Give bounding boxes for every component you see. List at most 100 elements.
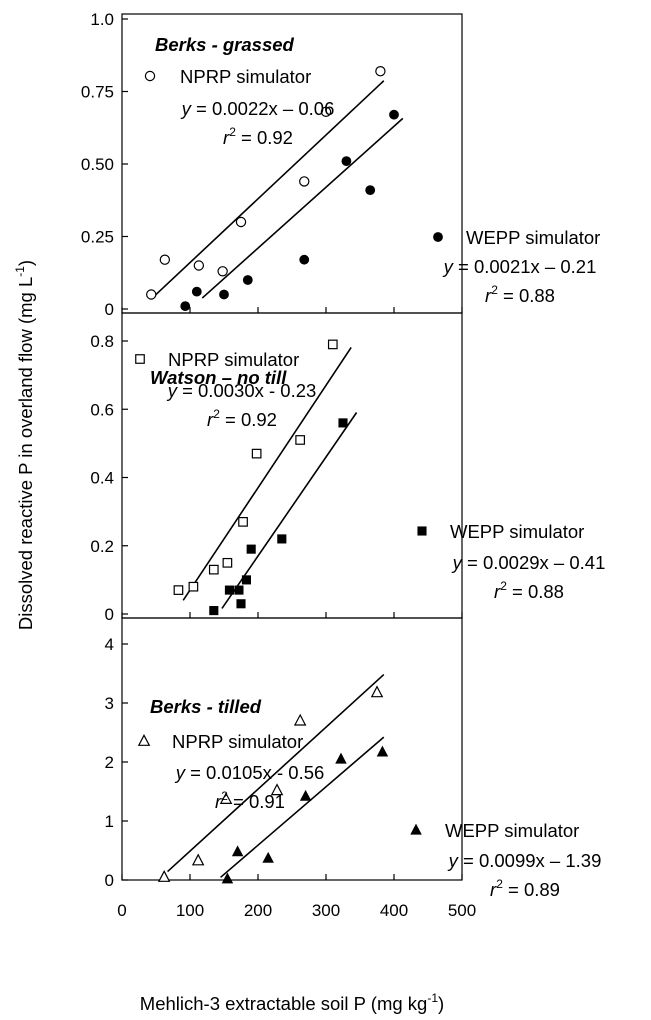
panel-1-series-1-r2-r: r [223, 127, 230, 148]
panel-1-series-1-point [193, 260, 205, 271]
panel-3-series-2-point [335, 752, 347, 764]
panel-3-series-1-point [270, 783, 284, 796]
panel-3-series-2-r2-value: = 0.89 [503, 879, 560, 900]
panel-2-series-2-equation-y: y [451, 552, 467, 573]
panel-1-frame [121, 13, 463, 314]
regression-lines [152, 80, 404, 878]
panel-2-series-2-point [338, 418, 348, 428]
panel-3-series-1-legend-marker [137, 734, 151, 746]
panel-1-series-1-point [146, 289, 157, 300]
panel-3-y-tick-label: 0 [105, 871, 114, 890]
panel-2-series-2-point [209, 606, 219, 616]
panel-1-series-2-point [191, 286, 202, 297]
panel-2-series-2-r2-sup: 2 [500, 579, 507, 593]
panel-3-series-2-point [231, 845, 244, 857]
panel-2-series-1-legend-marker [135, 354, 145, 364]
x-axis-label-main: Mehlich-3 extractable soil P (mg kg [140, 993, 428, 1014]
panel-2-series-1-equation-rhs: = 0.0030x - 0.23 [182, 380, 316, 401]
panel-2-series-2-point [246, 544, 256, 554]
panel-3-y-tick-label: 1 [105, 812, 114, 831]
panel-1-y-tick-label: 1.0 [90, 10, 114, 29]
x-axis-label: Mehlich-3 extractable soil P (mg kg-1) [140, 991, 444, 1014]
panel-3-y-tick-label: 2 [105, 753, 114, 772]
panel-2-series-1-r2: r2 = 0.92 [207, 407, 277, 430]
panel-2-series-2-r2-value: = 0.88 [507, 581, 564, 602]
panel-1-series-1-point [235, 216, 247, 228]
panel-2-title: Watson – no till [150, 367, 287, 388]
panel-1-series-2-equation-rhs: = 0.0021x – 0.21 [458, 256, 596, 277]
panel-2-series-1-point [251, 448, 262, 459]
panel-2-series-2-legend-label: WEPP simulator [450, 521, 584, 542]
x-tick-label: 100 [176, 901, 204, 920]
panel-2-series-2-equation-rhs: = 0.0029x – 0.41 [467, 552, 605, 573]
panel-3-series-2-legend-marker [410, 823, 422, 835]
panel-3-title: Berks - tilled [150, 696, 262, 717]
panel-3-series-1-r2-value: = 0.91 [228, 791, 285, 812]
panel-1-series-2-point [365, 185, 376, 195]
x-tick-label: 500 [448, 901, 476, 920]
panel-2-series-2-r2: r2 = 0.88 [494, 579, 564, 602]
panel-3-y-tick-label: 3 [105, 694, 114, 713]
panel-2-series-1-point [208, 564, 219, 575]
panel-1-series-1-point [375, 65, 386, 77]
panel-2-series-1-point [295, 435, 306, 445]
panel-1-series-1-point [299, 176, 310, 187]
panel-1-series-2-r2-value: = 0.88 [498, 285, 555, 306]
panel-2-series-1-r2-r: r [207, 409, 214, 430]
panel-2-series-2-point [277, 534, 287, 544]
panel-3-series-1-equation-rhs: = 0.0105x - 0.56 [190, 762, 324, 783]
panel-2-series-1-point [188, 581, 199, 592]
panel-3-series-1-r2-r: r [215, 791, 222, 812]
panel-2-series-1-point [173, 585, 184, 595]
x-tick-label: 400 [380, 901, 408, 920]
panel-1-series-1-equation: y = 0.0022x – 0.06 [180, 98, 335, 119]
y-axis-label-end: ) [15, 260, 36, 266]
panel-3-series-2-r2: r2 = 0.89 [490, 877, 560, 900]
panel-1-series-1-r2: r2 = 0.92 [223, 125, 293, 148]
panel-3-series-2-legend-label: WEPP simulator [445, 820, 579, 841]
panel-1-series-2-point [389, 109, 399, 120]
panel-3-series-1-point [191, 853, 205, 866]
x-tick-label: 200 [244, 901, 272, 920]
panel-3-series-1-point [370, 685, 384, 698]
panel-2-y-tick-label: 0.8 [90, 332, 114, 351]
panel-2-series-2-equation: y = 0.0029x – 0.41 [451, 552, 606, 573]
panel-3-series-2-r2-sup: 2 [496, 877, 503, 891]
panel-3-series-2-point [262, 851, 274, 863]
panel-1-y-tick-label: 0.75 [81, 83, 114, 102]
panel-2-series-2-point [236, 599, 246, 609]
panel-1-series-2-point [219, 289, 229, 300]
panel-1-series-2-point [299, 254, 310, 265]
panel-1-series-1-regression-line [152, 80, 385, 299]
panel-3-series-2-equation-y: y [447, 850, 463, 871]
x-tick-label: 0 [117, 901, 126, 920]
panel-3-series-1-r2: r2 = 0.91 [215, 789, 285, 812]
panel-2-series-1-point [238, 517, 248, 527]
panel-2-series-1-r2-sup: 2 [213, 407, 220, 421]
panel-1-series-2-equation: y = 0.0021x – 0.21 [442, 256, 597, 277]
panel-1-series-2-equation-y: y [442, 256, 458, 277]
panel-2-y-tick-label: 0 [105, 605, 114, 624]
panel-2-series-1-r2-value: = 0.92 [220, 409, 277, 430]
panel-1-series-1-point [159, 254, 171, 265]
annotations: Berks - grassed NPRP simulator y = 0.0022x… [13, 34, 605, 1014]
panel-1-series-1-r2-value: = 0.92 [236, 127, 293, 148]
panel-2-series-2-legend-marker [417, 526, 427, 536]
panel-1-series-1-legend-marker [144, 70, 156, 82]
panel-1-series-2-point [180, 301, 191, 311]
panel-2-series-1-equation: y = 0.0030x - 0.23 [166, 380, 317, 401]
x-tick-label: 300 [312, 901, 340, 920]
panel-3-series-2-regression-line [220, 736, 385, 878]
x-axis-label-end: ) [438, 993, 444, 1014]
panel-1-series-2-r2-r: r [485, 285, 492, 306]
panel-1-y-tick-label: 0.25 [81, 228, 114, 247]
panel-3-series-2-equation-rhs: = 0.0099x – 1.39 [463, 850, 601, 871]
data-points [146, 65, 399, 884]
panel-1-title: Berks - grassed [155, 34, 295, 55]
panel-1-series-2-r2: r2 = 0.88 [485, 283, 555, 306]
panel-3-series-1-equation-y: y [174, 762, 190, 783]
panel-3-series-1-point [219, 792, 233, 805]
panel-2-series-2-point [234, 585, 244, 595]
y-axis-label: Dissolved reactive P in overland flow (m… [13, 260, 36, 630]
